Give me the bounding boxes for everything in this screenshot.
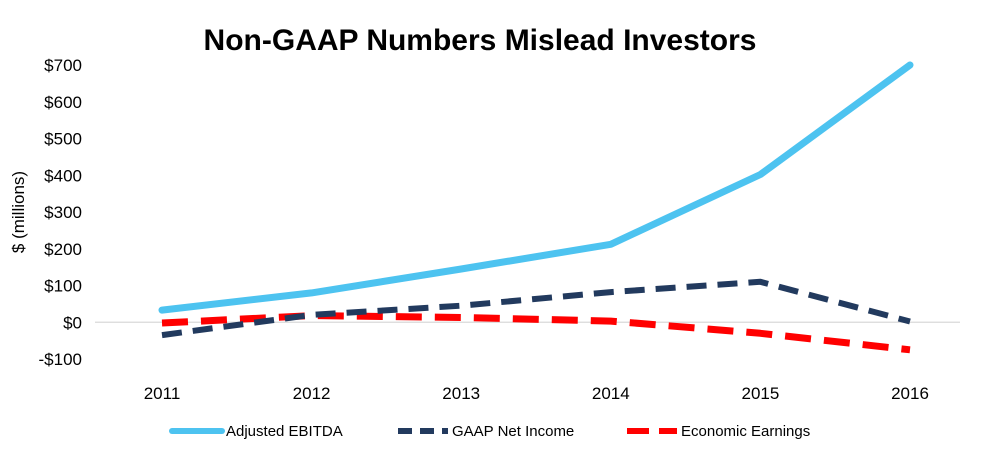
x-tick-label: 2011 — [144, 384, 181, 403]
series-line-economic-earnings — [161, 312, 911, 354]
y-axis-label: $ (millions) — [9, 171, 28, 253]
y-tick-label: -$100 — [39, 350, 82, 369]
x-tick-label: 2012 — [293, 384, 331, 403]
x-axis-ticks: 2011 2012 2013 2014 2015 2016 — [144, 384, 929, 403]
x-tick-label: 2016 — [891, 384, 929, 403]
y-tick-label: $300 — [44, 203, 82, 222]
x-tick-label: 2015 — [741, 384, 779, 403]
y-tick-label: $400 — [44, 166, 82, 185]
y-tick-label: $600 — [44, 93, 82, 112]
y-axis-ticks: -$100 $0 $100 $200 $300 $400 $500 $600 $700 — [39, 56, 82, 369]
legend: Adjusted EBITDA GAAP Net Income Economic E… — [169, 423, 810, 440]
legend-label-adjusted-ebitda: Adjusted EBITDA — [226, 423, 343, 440]
series-lines — [158, 61, 914, 354]
x-tick-label: 2014 — [592, 384, 630, 403]
legend-label-gaap-net-income: GAAP Net Income — [452, 423, 574, 440]
legend-label-economic-earnings: Economic Earnings — [681, 423, 810, 440]
series-line-gaap-net-income — [161, 278, 911, 339]
y-tick-label: $200 — [44, 240, 82, 259]
chart-title: Non-GAAP Numbers Mislead Investors — [204, 24, 757, 57]
y-tick-label: $0 — [63, 313, 82, 332]
y-tick-label: $100 — [44, 277, 82, 296]
x-tick-label: 2013 — [442, 384, 480, 403]
y-tick-label: $500 — [44, 130, 82, 149]
y-tick-label: $700 — [44, 56, 82, 75]
series-line-adjusted-ebitda — [158, 61, 914, 314]
